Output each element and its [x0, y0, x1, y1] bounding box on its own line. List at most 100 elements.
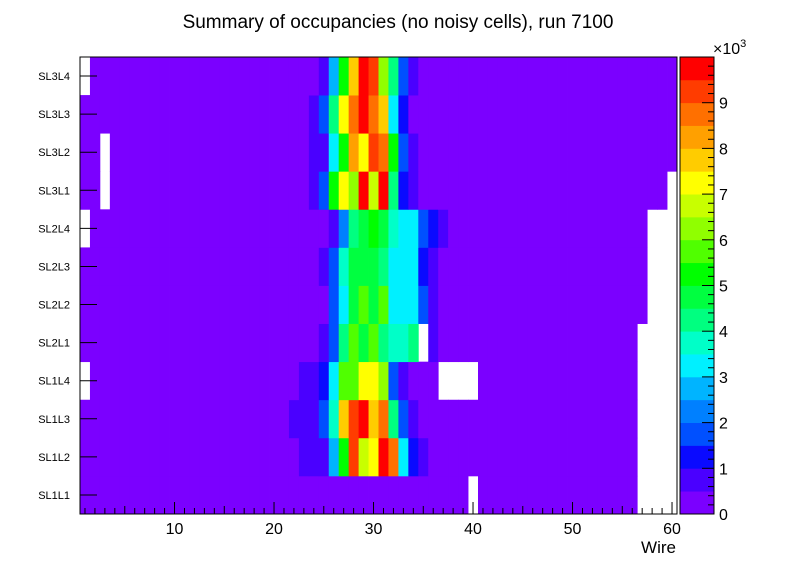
heatmap-cell-sl2l4-wire-11 [179, 209, 190, 248]
heatmap-cell-sl1l4-wire-5 [119, 361, 131, 401]
y-tick-label-sl2l3: SL2L3 [38, 261, 70, 273]
heatmap-cell-sl2l4-wire-14 [209, 209, 220, 248]
heatmap-cell-sl3l2-wire-18 [249, 133, 260, 172]
heatmap-cell-sl2l4-wire-42 [487, 209, 499, 248]
chart-title: Summary of occupancies (no noisy cells),… [183, 12, 614, 33]
heatmap-cell-sl3l3-wire-42 [487, 95, 499, 134]
heatmap-cell-sl3l3-wire-35 [418, 95, 429, 134]
heatmap-cell-sl1l4-wire-46 [527, 361, 539, 401]
heatmap-cell-sl1l4-wire-26 [328, 361, 340, 401]
heatmap-cell-sl3l3-wire-34 [408, 95, 419, 134]
heatmap-cell-sl1l1-wire-3 [99, 475, 111, 515]
plot-frame [79, 56, 678, 515]
heatmap-cell-sl2l4-wire-30 [368, 209, 379, 248]
heatmap-cell-sl2l2-wire-5 [119, 285, 131, 324]
heatmap-cell-sl3l1-wire-36 [428, 171, 439, 210]
heatmap-cell-sl1l3-wire-36 [428, 399, 439, 439]
heatmap-cell-sl2l3-wire-6 [129, 247, 141, 286]
heatmap-cell-sl2l3-wire-9 [159, 247, 170, 286]
heatmap-cell-sl2l2-wire-9 [159, 285, 170, 324]
heatmap-cell-sl1l1-wire-24 [308, 475, 320, 515]
heatmap-cell-sl1l3-wire-35 [418, 399, 429, 439]
y-tick-label-sl1l1: SL1L1 [38, 490, 70, 502]
heatmap-cell-sl2l1-wire-25 [318, 323, 330, 363]
heatmap-cell-sl3l2-wire-48 [547, 133, 558, 172]
heatmap-cell-sl1l3-wire-7 [139, 399, 151, 439]
heatmap-cell-sl3l4-wire-35 [418, 57, 429, 96]
palette-tick-label-1: 1 [719, 461, 728, 478]
heatmap-cell-sl2l1-wire-45 [517, 323, 529, 363]
heatmap-cell-sl1l4-wire-44 [507, 361, 519, 401]
heatmap-cell-sl2l3-wire-41 [478, 247, 489, 286]
heatmap-cell-sl3l2-wire-30 [368, 133, 379, 172]
heatmap-cell-sl1l4-wire-22 [288, 361, 300, 401]
heatmap-cell-sl1l4-wire-8 [149, 361, 160, 401]
palette-swatch-0 [680, 491, 714, 515]
heatmap-cell-sl3l2-wire-50 [567, 133, 578, 172]
heatmap-cell-sl2l3-wire-12 [189, 247, 200, 286]
heatmap-cell-sl3l3-wire-17 [239, 95, 250, 134]
heatmap-cell-sl1l4-wire-6 [129, 361, 141, 401]
heatmap-cell-sl2l4-wire-6 [129, 209, 141, 248]
heatmap-cell-sl2l1-wire-34 [408, 323, 419, 363]
heatmap-cell-sl3l1-wire-50 [567, 171, 578, 210]
heatmap-cell-sl2l2-wire-4 [109, 285, 121, 324]
heatmap-cell-sl3l1-wire-16 [229, 171, 240, 210]
y-tick-label-sl3l3: SL3L3 [38, 109, 70, 121]
heatmap-cell-sl2l1-wire-54 [607, 323, 618, 363]
heatmap-cell-sl1l1-wire-17 [239, 475, 250, 515]
heatmap-cell-sl3l1-wire-8 [149, 171, 160, 210]
heatmap-cell-sl1l1-wire-27 [338, 475, 350, 515]
heatmap-cell-sl1l1-wire-14 [209, 475, 220, 515]
heatmap-cell-sl1l2-wire-55 [617, 437, 628, 477]
heatmap-cell-sl2l3-wire-34 [408, 247, 419, 286]
heatmap-cell-sl2l2-wire-16 [229, 285, 240, 324]
heatmap-cell-sl1l4-wire-18 [249, 361, 260, 401]
heatmap-cell-sl3l3-wire-38 [448, 95, 459, 134]
heatmap-cell-sl1l1-wire-33 [398, 475, 409, 515]
heatmap-cell-sl2l3-wire-16 [229, 247, 240, 286]
heatmap-cell-sl1l2-wire-19 [259, 437, 270, 477]
heatmap-cell-sl3l3-wire-60 [667, 95, 678, 134]
heatmap-cell-sl1l1-wire-37 [438, 475, 449, 515]
heatmap-cell-sl2l2-wire-44 [507, 285, 519, 324]
heatmap-cell-sl2l3-wire-7 [139, 247, 151, 286]
palette-swatch-19 [680, 57, 714, 81]
heatmap-cell-sl3l3-wire-39 [458, 95, 469, 134]
heatmap-cell-sl3l1-wire-25 [318, 171, 330, 210]
heatmap-cell-sl2l1-wire-21 [279, 323, 290, 363]
heatmap-cell-sl3l4-wire-15 [219, 57, 230, 96]
heatmap-cell-sl1l2-wire-50 [567, 437, 578, 477]
heatmap-cell-sl2l3-wire-10 [169, 247, 180, 286]
heatmap-cell-sl2l1-wire-19 [259, 323, 270, 363]
heatmap-cell-sl2l2-wire-40 [468, 285, 479, 324]
heatmap-cell-sl1l4-wire-9 [159, 361, 170, 401]
heatmap-cell-sl1l3-wire-44 [507, 399, 519, 439]
heatmap-cell-sl3l3-wire-23 [298, 95, 310, 134]
heatmap-cell-sl2l4-wire-57 [637, 209, 648, 248]
heatmap-cell-sl3l4-wire-10 [169, 57, 180, 96]
heatmap-cell-sl2l3-wire-19 [259, 247, 270, 286]
heatmap-cell-sl1l3-wire-51 [577, 399, 588, 439]
heatmap-cell-sl1l1-wire-20 [269, 475, 280, 515]
heatmap-cell-sl1l4-wire-23 [298, 361, 310, 401]
heatmap-cell-sl2l1-wire-31 [378, 323, 389, 363]
heatmap-cell-sl3l1-wire-43 [497, 171, 509, 210]
heatmap-cell-sl1l2-wire-31 [378, 437, 389, 477]
heatmap-cell-sl2l4-wire-41 [478, 209, 489, 248]
heatmap-cell-sl2l4-wire-27 [338, 209, 350, 248]
heatmap-cell-sl3l4-wire-26 [328, 57, 340, 96]
y-tick-label-sl1l3: SL1L3 [38, 414, 70, 426]
palette-swatch-7 [680, 331, 714, 355]
heatmap-cell-sl3l4-wire-28 [348, 57, 359, 96]
heatmap-cell-sl2l2-wire-45 [517, 285, 529, 324]
heatmap-cell-sl3l4-wire-8 [149, 57, 160, 96]
heatmap-cell-sl3l4-wire-59 [657, 57, 668, 96]
heatmap-cell-sl1l2-wire-26 [328, 437, 340, 477]
heatmap-cell-sl2l3-wire-43 [497, 247, 509, 286]
heatmap-cell-sl2l3-wire-25 [318, 247, 330, 286]
heatmap-cell-sl3l2-wire-40 [468, 133, 479, 172]
heatmap-cell-sl3l2-wire-11 [179, 133, 190, 172]
heatmap-cell-sl2l4-wire-38 [448, 209, 459, 248]
heatmap-cell-sl3l2-wire-53 [597, 133, 608, 172]
